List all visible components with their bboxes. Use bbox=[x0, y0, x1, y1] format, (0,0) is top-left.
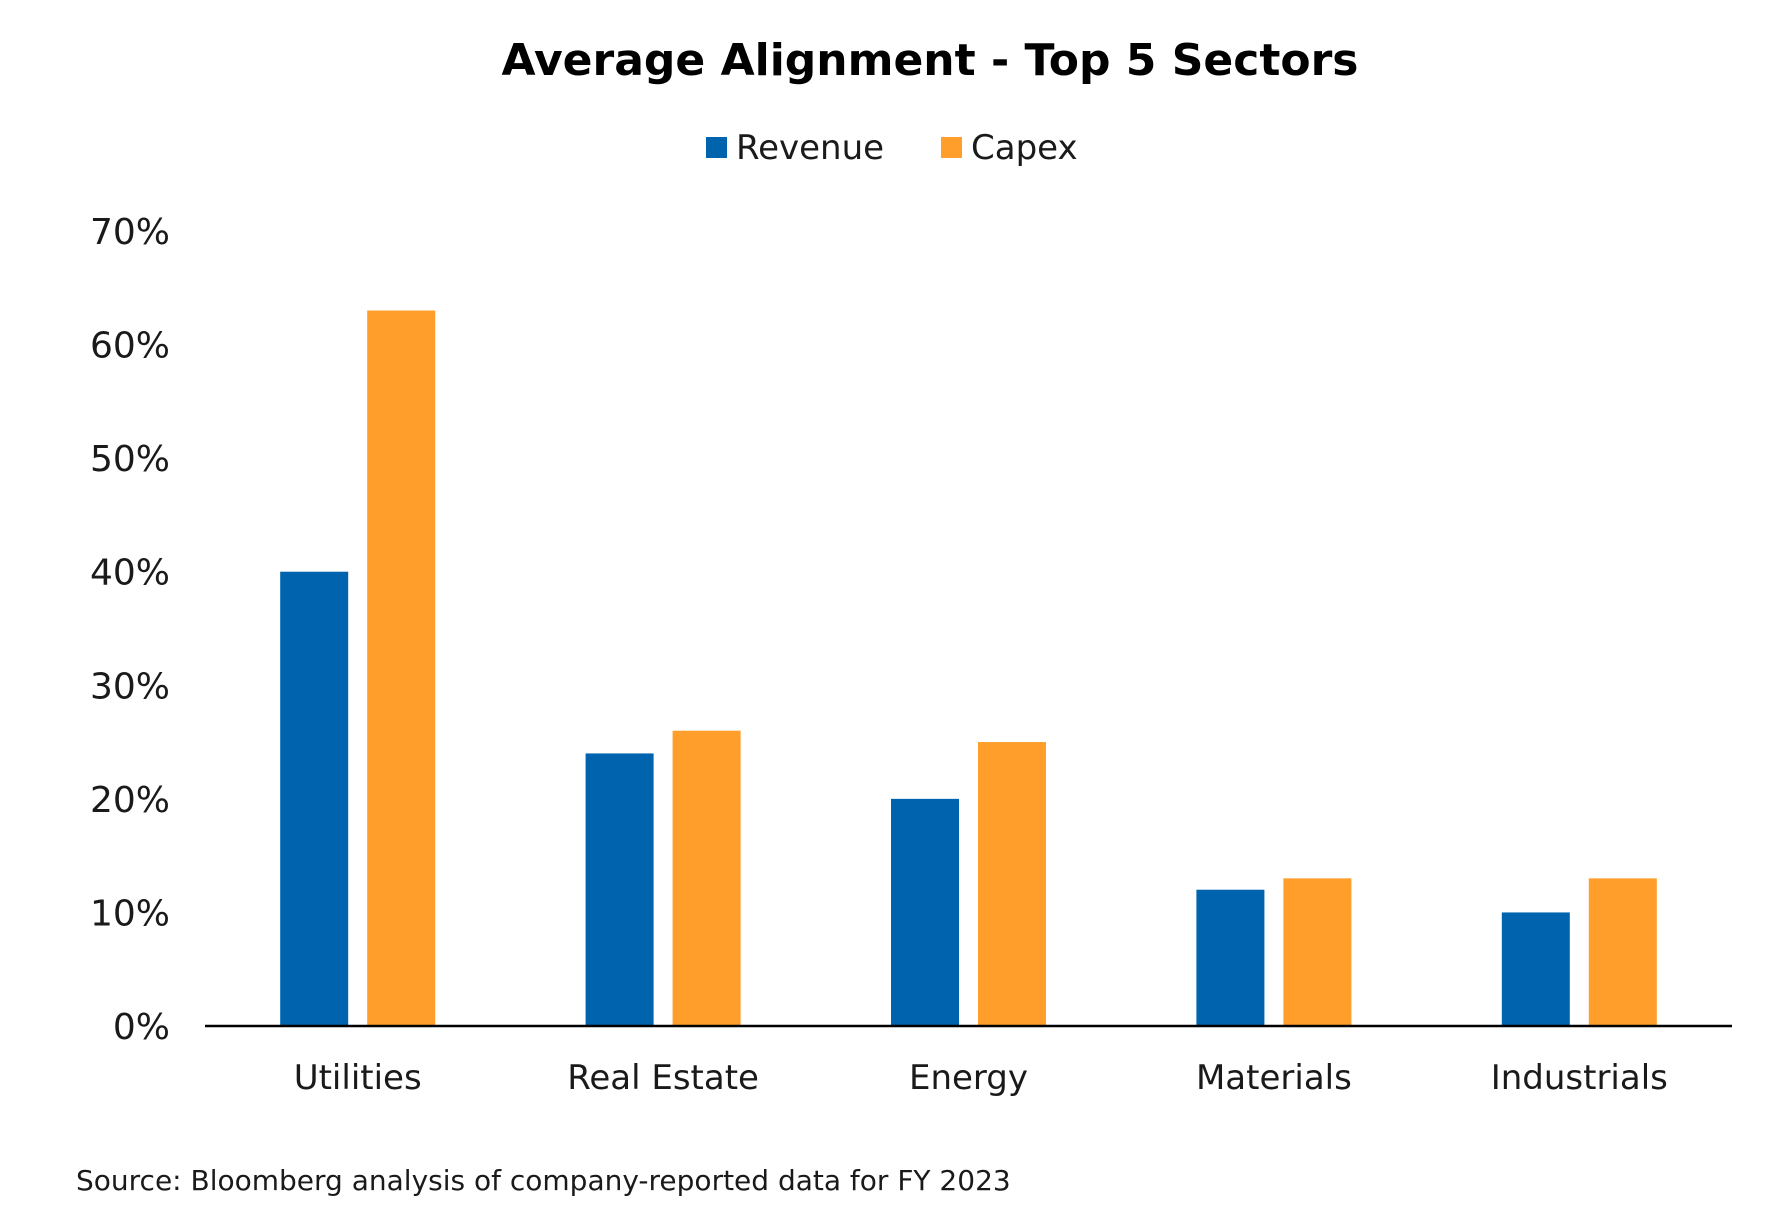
x-tick-label: Real Estate bbox=[567, 1058, 759, 1098]
y-tick-label: 40% bbox=[90, 553, 170, 594]
source-note: Source: Bloomberg analysis of company-re… bbox=[76, 1164, 1011, 1197]
x-tick-label: Utilities bbox=[294, 1058, 422, 1098]
x-tick-label: Energy bbox=[909, 1058, 1028, 1098]
y-tick-label: 20% bbox=[90, 780, 170, 821]
y-axis-ticks: 0% 10% 20% 30% 40% 50% 60% 70% bbox=[90, 212, 170, 1048]
y-tick-label: 10% bbox=[90, 893, 170, 934]
y-tick-label: 0% bbox=[113, 1007, 170, 1048]
bar-revenue-energy bbox=[891, 798, 959, 1026]
legend: Revenue Capex bbox=[706, 128, 1078, 168]
y-tick-label: 50% bbox=[90, 439, 170, 480]
chart-title: Average Alignment - Top 5 Sectors bbox=[502, 35, 1359, 86]
bar-capex-industrials bbox=[1588, 878, 1657, 1026]
legend-label-capex: Capex bbox=[971, 128, 1078, 168]
y-tick-label: 70% bbox=[90, 212, 170, 253]
bar-capex-real-estate bbox=[672, 730, 741, 1026]
bar-capex-utilities bbox=[367, 310, 436, 1026]
legend-label-revenue: Revenue bbox=[736, 128, 884, 168]
bar-capex-materials bbox=[1283, 878, 1352, 1026]
bar-revenue-real-estate bbox=[585, 753, 654, 1026]
legend-swatch-revenue bbox=[706, 137, 727, 158]
x-tick-label: Industrials bbox=[1491, 1058, 1668, 1098]
legend-swatch-capex bbox=[941, 137, 962, 158]
bar-revenue-utilities bbox=[280, 571, 349, 1026]
bar-capex-energy bbox=[978, 742, 1046, 1026]
x-axis-labels: Utilities Real Estate Energy Materials Indus… bbox=[294, 1058, 1668, 1098]
x-tick-label: Materials bbox=[1196, 1058, 1352, 1098]
bars bbox=[280, 310, 1657, 1026]
bar-revenue-industrials bbox=[1501, 912, 1570, 1026]
y-tick-label: 30% bbox=[90, 666, 170, 707]
y-tick-label: 60% bbox=[90, 326, 170, 367]
bar-revenue-materials bbox=[1196, 889, 1265, 1026]
